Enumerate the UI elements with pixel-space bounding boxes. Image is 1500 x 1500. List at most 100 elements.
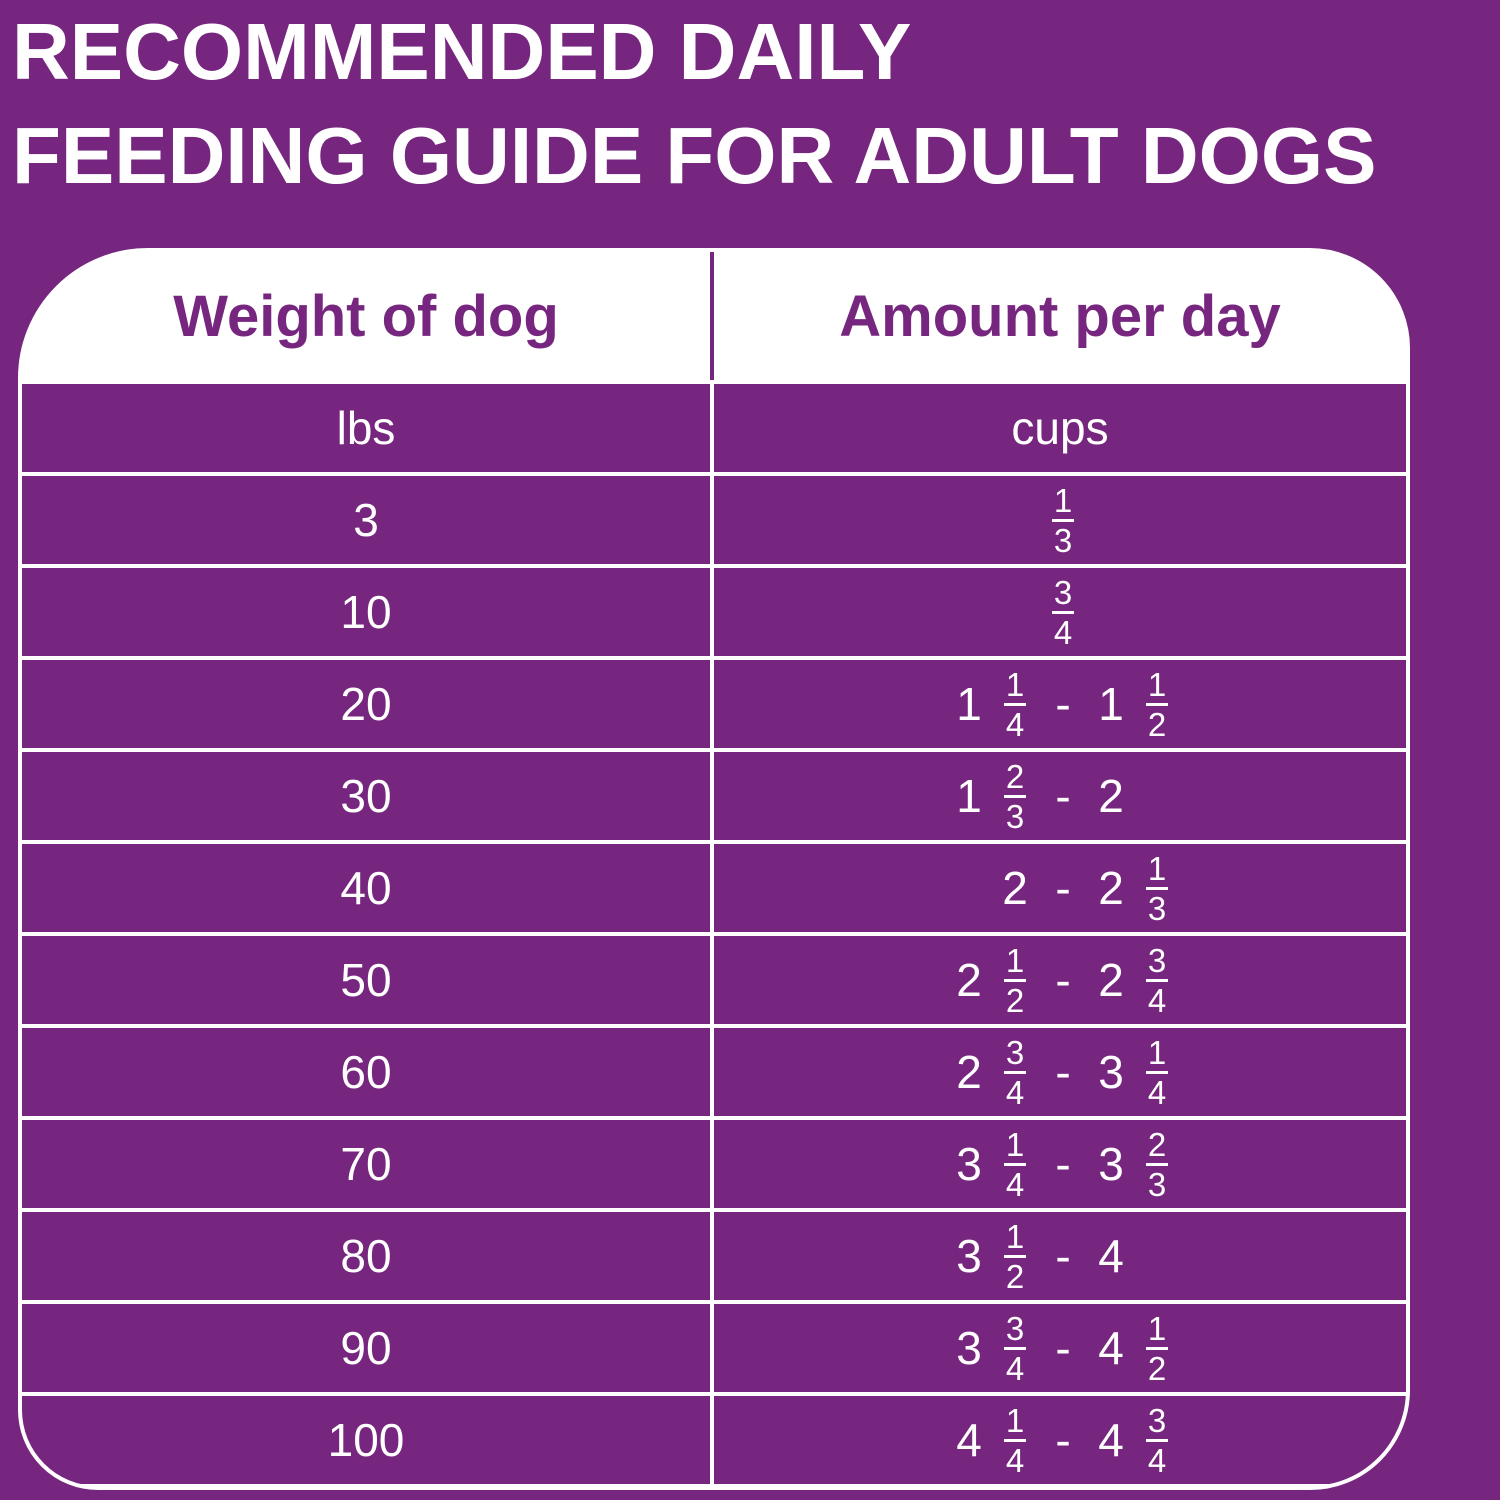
numerator: 3 (1145, 1404, 1169, 1442)
denominator: 4 (1005, 705, 1025, 743)
weight-cell: 3 (22, 476, 710, 564)
numerator: 1 (1003, 1404, 1027, 1442)
numerator: 3 (1003, 1036, 1027, 1074)
denominator: 3 (1005, 797, 1025, 835)
weight-cell: 10 (22, 568, 710, 656)
denominator: 4 (1005, 1349, 1025, 1387)
amount-part: 2 (1098, 954, 1124, 1006)
table-row: 30 1 2 3-2 (22, 752, 1406, 840)
amount-part: 3 (956, 1322, 982, 1374)
numerator: 2 (1003, 760, 1027, 798)
units-row: lbs cups (22, 384, 1406, 472)
denominator: 4 (1053, 613, 1073, 651)
weight-cell: 50 (22, 936, 710, 1024)
numerator: 1 (1003, 1220, 1027, 1258)
denominator: 4 (1147, 1073, 1167, 1111)
denominator: 3 (1053, 521, 1073, 559)
denominator: 4 (1005, 1441, 1025, 1479)
amount-part: 3 (956, 1230, 982, 1282)
amount-part: 4 (1098, 1230, 1124, 1282)
amount-part: - (1055, 770, 1071, 822)
table-row: 40 2-2 1 3 (22, 844, 1406, 932)
amount-part: 1 (1098, 678, 1124, 730)
denominator: 4 (1147, 981, 1167, 1019)
denominator: 4 (1005, 1165, 1025, 1203)
table-row: 10 3 4 (22, 568, 1406, 656)
numerator: 1 (1145, 1036, 1169, 1074)
table-row: 60 2 3 4-3 1 4 (22, 1028, 1406, 1116)
numerator: 2 (1145, 1128, 1169, 1166)
weight-cell: 30 (22, 752, 710, 840)
denominator: 4 (1005, 1073, 1025, 1111)
amount-part: - (1055, 1322, 1071, 1374)
amount-part: 2 (956, 1046, 982, 1098)
amount-part: - (1055, 862, 1071, 914)
numerator: 1 (1145, 852, 1169, 890)
amount-part: - (1055, 1230, 1071, 1282)
unit-weight: lbs (22, 384, 710, 472)
table-row: 70 3 1 4-3 2 3 (22, 1120, 1406, 1208)
numerator: 1 (1051, 484, 1075, 522)
numerator: 1 (1145, 1312, 1169, 1350)
header-amount: Amount per day (839, 283, 1281, 349)
amount-part: 4 (956, 1414, 982, 1466)
table-row: 80 3 1 2-4 (22, 1212, 1406, 1300)
weight-cell: 20 (22, 660, 710, 748)
table-row: 50 2 1 2-2 3 4 (22, 936, 1406, 1024)
table-row: 100 4 1 4-4 3 4 (22, 1396, 1406, 1484)
weight-cell: 60 (22, 1028, 710, 1116)
table-row: 20 1 1 4-1 1 2 (22, 660, 1406, 748)
denominator: 2 (1147, 705, 1167, 743)
title-line-2: FEEDING GUIDE FOR ADULT DOGS (12, 111, 1377, 200)
numerator: 1 (1003, 1128, 1027, 1166)
amount-part: 1 (956, 770, 982, 822)
amount-part: 4 (1098, 1414, 1124, 1466)
denominator: 2 (1005, 1257, 1025, 1295)
denominator: 4 (1147, 1441, 1167, 1479)
weight-cell: 90 (22, 1304, 710, 1392)
numerator: 1 (1003, 668, 1027, 706)
denominator: 2 (1147, 1349, 1167, 1387)
amount-part: 3 (1098, 1138, 1124, 1190)
numerator: 1 (1003, 944, 1027, 982)
numerator: 3 (1145, 944, 1169, 982)
amount-part: - (1055, 678, 1071, 730)
weight-cell: 40 (22, 844, 710, 932)
denominator: 3 (1147, 1165, 1167, 1203)
amount-part: 2 (1098, 770, 1124, 822)
header-weight: Weight of dog (22, 252, 714, 380)
amount-part: 3 (1098, 1046, 1124, 1098)
